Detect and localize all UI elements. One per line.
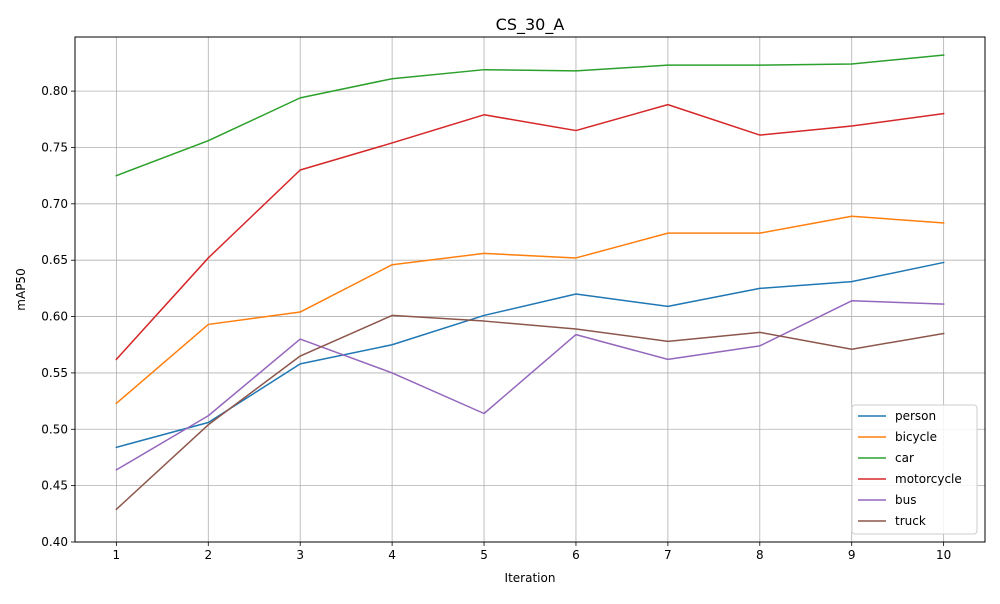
legend-items: person bicycle car motorcycle bus truck [858, 409, 962, 528]
y-tick-label: 0.50 [41, 422, 68, 436]
grid-layer [75, 37, 985, 543]
x-tick-label: 10 [936, 548, 951, 562]
x-tick-label: 1 [113, 548, 121, 562]
plot-frame [74, 36, 986, 543]
x-axis-title: Iteration [505, 571, 556, 585]
series-line-car [115, 54, 945, 177]
x-tick-label: 4 [388, 548, 396, 562]
y-tick-label: 0.45 [41, 479, 68, 493]
x-tick-label: 7 [664, 548, 672, 562]
x-tick-label: 8 [756, 548, 764, 562]
x-tick-label: 6 [572, 548, 580, 562]
legend-label-person: person [895, 409, 936, 423]
y-axis-title: mAP50 [14, 268, 28, 310]
legend-label-bicycle: bicycle [895, 430, 937, 444]
x-tick-label: 9 [848, 548, 856, 562]
series-line-bicycle [115, 215, 945, 405]
legend-label-truck: truck [895, 514, 926, 528]
series-line-person [115, 261, 945, 449]
y-tick-label: 0.80 [41, 84, 68, 98]
y-tick-label: 0.65 [41, 253, 68, 267]
legend-label-motorcycle: motorcycle [895, 472, 962, 486]
series-line-truck [115, 314, 945, 511]
x-tick-label: 2 [204, 548, 212, 562]
chart-title: CS_30_A [496, 15, 565, 35]
series-line-bus [115, 300, 945, 471]
y-tick-label: 0.70 [41, 197, 68, 211]
legend: person bicycle car motorcycle bus truck [851, 404, 978, 535]
y-tick-label: 0.40 [41, 535, 68, 549]
y-tick-label: 0.55 [41, 366, 68, 380]
x-tick-label: 3 [296, 548, 304, 562]
series-layer [115, 54, 945, 511]
ticks-layer: 1 2 3 4 5 6 7 8 9 10 0.40 0.45 0.50 0.55 0.60 0.65 0.70 0… [41, 84, 951, 562]
x-tick-label: 5 [480, 548, 488, 562]
y-tick-label: 0.60 [41, 310, 68, 324]
legend-label-bus: bus [895, 493, 916, 507]
legend-label-car: car [895, 451, 914, 465]
y-tick-label: 0.75 [41, 140, 68, 154]
series-line-motorcycle [115, 103, 945, 361]
